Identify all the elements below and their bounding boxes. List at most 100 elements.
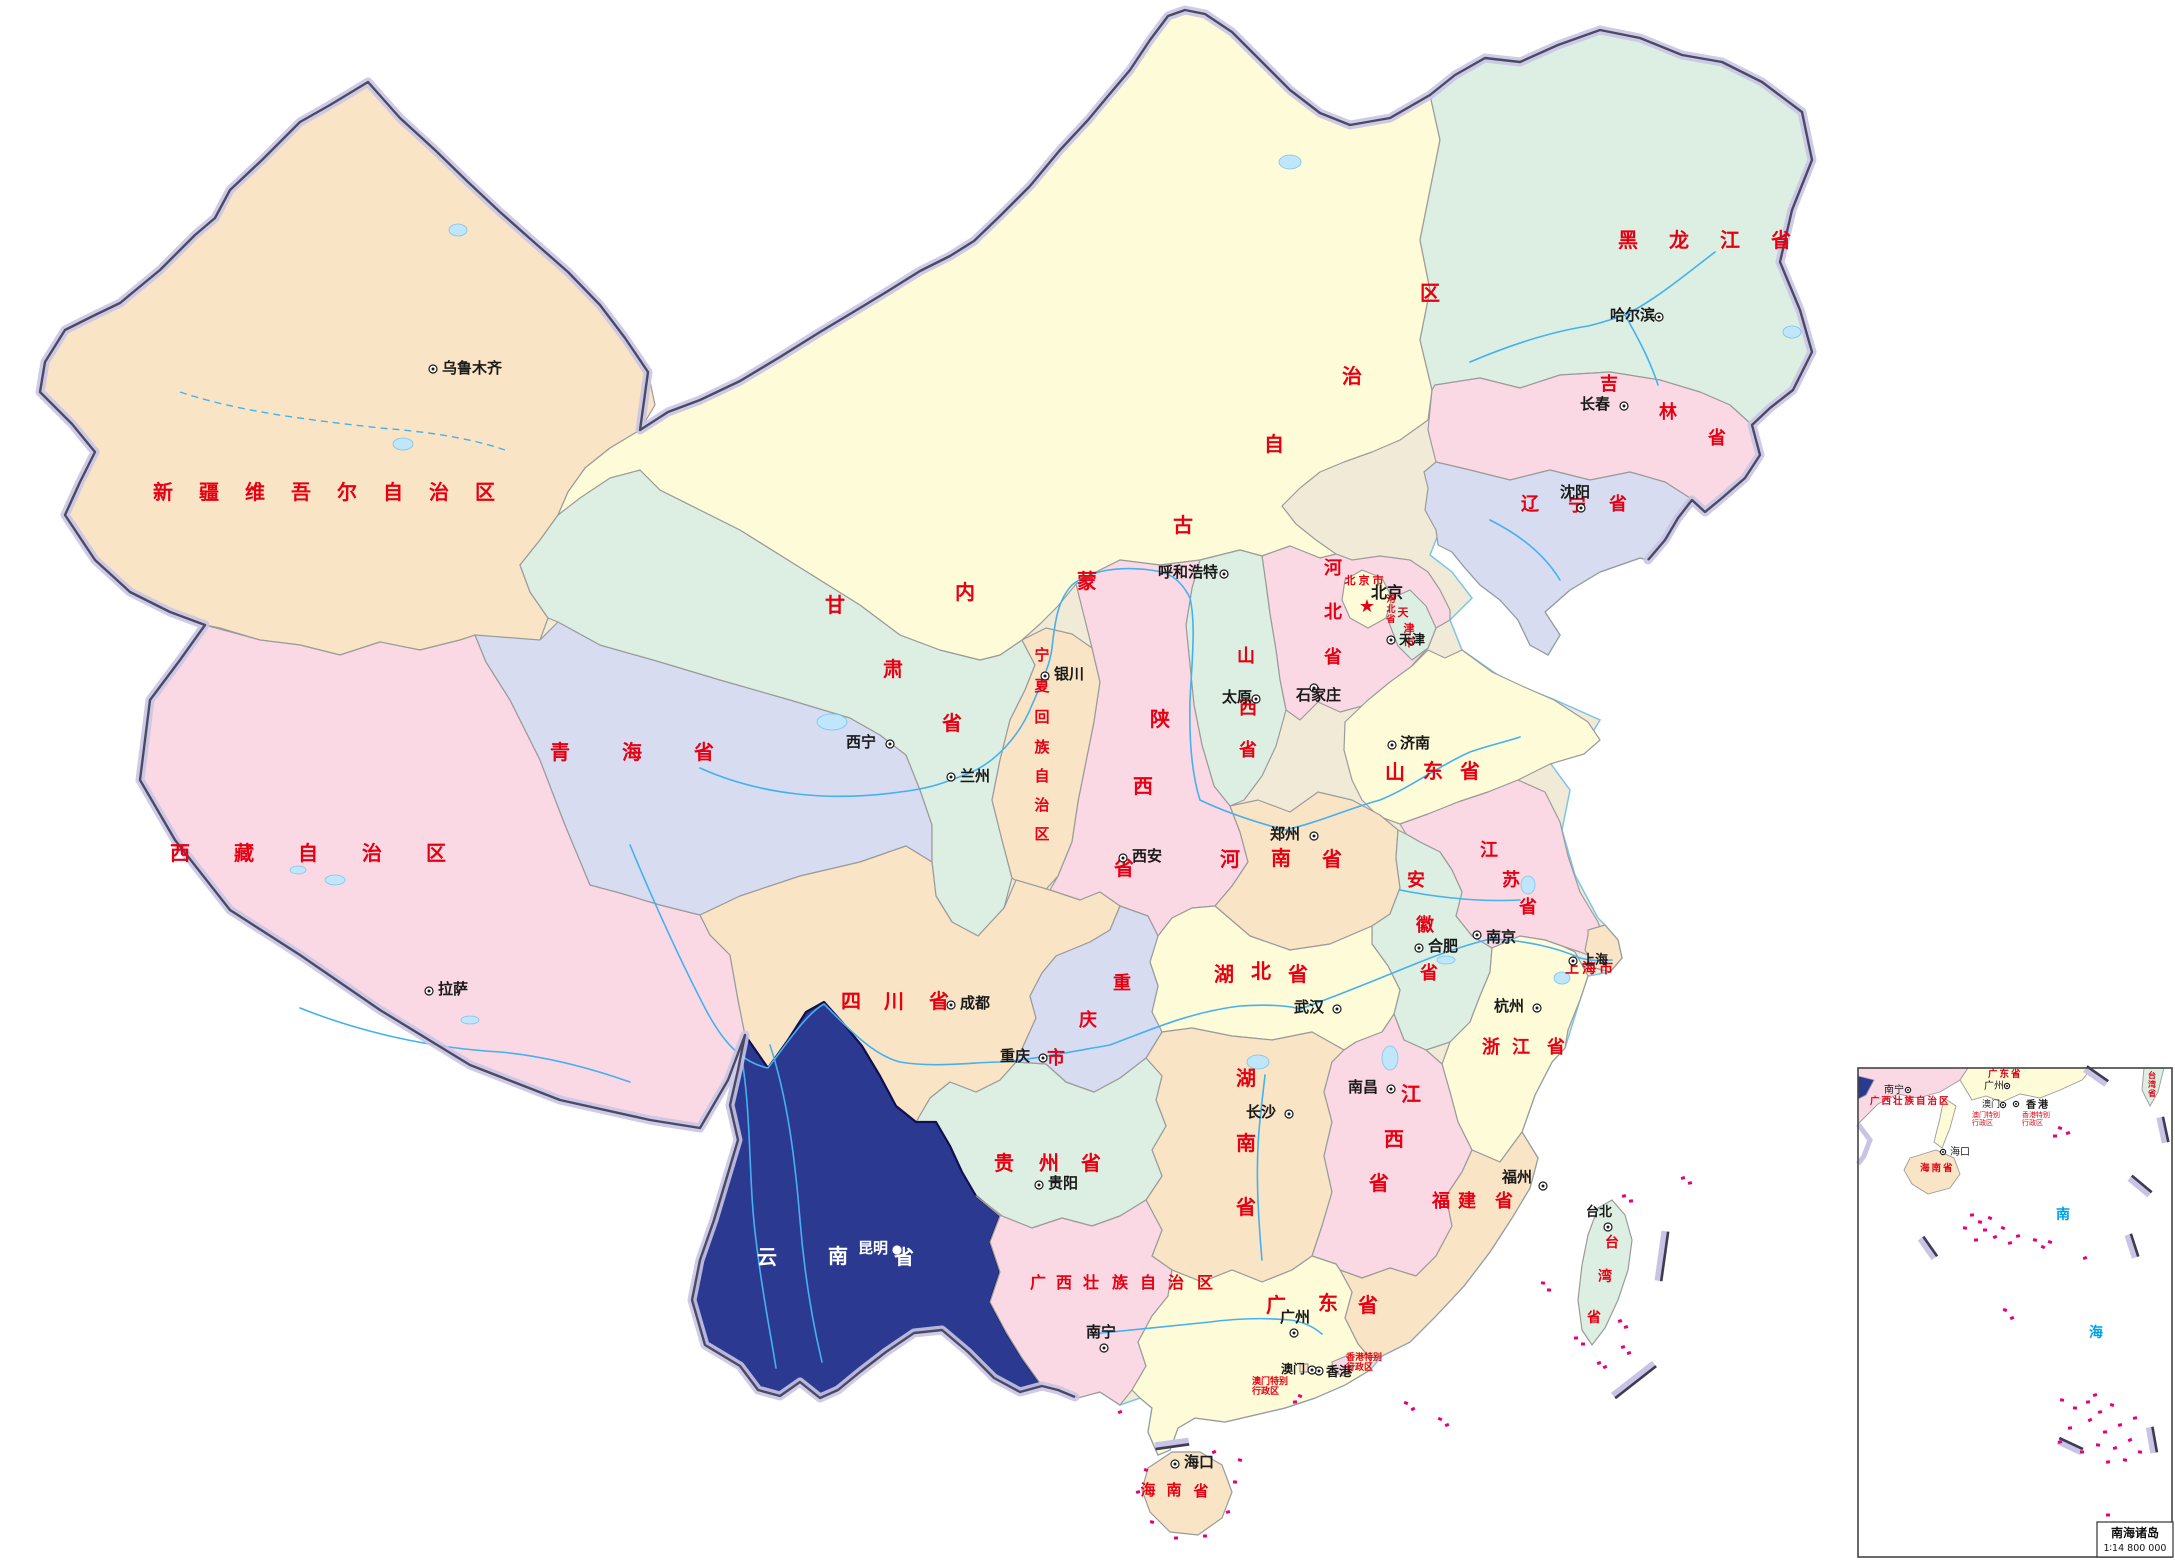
inset-background <box>1858 1068 2172 1557</box>
province-zhejiang[interactable] <box>1441 935 1589 1163</box>
svg-text:陕: 陕 <box>1150 707 1170 731</box>
island-dot <box>1173 1536 1179 1540</box>
svg-text:吾: 吾 <box>291 480 311 504</box>
province-tianjin[interactable] <box>1385 589 1437 661</box>
svg-text:河: 河 <box>1386 593 1395 605</box>
province-label-anhui: 安徽省 <box>1407 869 1438 984</box>
svg-text:湾: 湾 <box>2148 1079 2156 1089</box>
capital-hunan: 长沙 <box>1246 1103 1294 1121</box>
svg-text:海: 海 <box>1140 1481 1155 1499</box>
svg-text:乌鲁木齐: 乌鲁木齐 <box>442 359 503 377</box>
province-chongqing[interactable] <box>1015 905 1163 1093</box>
lake <box>816 713 848 731</box>
svg-text:四: 四 <box>841 989 861 1013</box>
svg-text:北: 北 <box>1324 602 1342 623</box>
svg-text:南: 南 <box>828 1244 848 1268</box>
province-hongkong[interactable] <box>1331 1355 1355 1377</box>
capital-hubei: 武汉 <box>1294 998 1342 1016</box>
capital-guizhou: 贵阳 <box>1034 1174 1078 1192</box>
svg-text:西: 西 <box>1384 1127 1404 1151</box>
svg-text:呼和浩特: 呼和浩特 <box>1158 563 1218 581</box>
svg-text:重庆: 重庆 <box>1000 1047 1030 1065</box>
svg-text:广州: 广州 <box>1280 1308 1310 1326</box>
island-dot <box>2015 1234 2021 1238</box>
inset-label: 香港 <box>2012 1098 2048 1111</box>
capital-marker <box>1332 1004 1342 1014</box>
capital-ningxia: 银川 <box>1040 665 1084 683</box>
capital-marker <box>1314 1366 1324 1376</box>
svg-text:台: 台 <box>2148 1070 2156 1080</box>
province-hainan[interactable] <box>1141 1451 1233 1536</box>
svg-text:澳门: 澳门 <box>1982 1098 2000 1110</box>
river <box>1399 889 1521 902</box>
svg-text:宁: 宁 <box>1034 646 1049 664</box>
capital-heilongjiang: 哈尔滨 <box>1610 306 1664 324</box>
island-dot <box>1987 1215 1993 1221</box>
svg-text:族: 族 <box>1034 738 1050 756</box>
svg-text:海南省: 海南省 <box>1920 1162 1955 1174</box>
province-liaoning[interactable] <box>1423 461 1691 656</box>
island-dot <box>2085 1400 2091 1404</box>
svg-text:辽: 辽 <box>1521 494 1540 515</box>
svg-text:福州: 福州 <box>1501 1168 1532 1186</box>
inset-label: 南宁 <box>1884 1083 1912 1096</box>
svg-text:★: ★ <box>1359 596 1375 617</box>
inset-leizhou <box>1933 1097 1957 1149</box>
svg-text:市: 市 <box>1047 1047 1065 1069</box>
svg-text:京: 京 <box>1359 573 1370 587</box>
province-guangdong[interactable] <box>1131 1255 1371 1456</box>
inset-label: 澳门特别 <box>1972 1110 2000 1119</box>
province-taiwan[interactable] <box>1577 1199 1633 1346</box>
island-dot <box>1403 1400 1409 1406</box>
island-dot <box>1680 1176 1686 1180</box>
capital-macau: 澳门 <box>1281 1361 1317 1376</box>
province-label-shandong: 山东省 <box>1385 759 1480 784</box>
lake <box>448 223 468 237</box>
svg-text:郑州: 郑州 <box>1270 825 1300 843</box>
capital-fujian: 福州 <box>1501 1168 1548 1191</box>
capital-marker <box>1219 569 1229 579</box>
svg-text:香港特别: 香港特别 <box>1345 1351 1382 1363</box>
svg-text:湖: 湖 <box>1236 1066 1256 1090</box>
svg-text:龙: 龙 <box>1669 228 1689 252</box>
svg-text:市: 市 <box>1599 960 1613 977</box>
svg-text:云: 云 <box>757 1245 777 1269</box>
river <box>1091 1317 1323 1335</box>
svg-text:省: 省 <box>1459 759 1480 783</box>
inset-label: 海 <box>2089 1324 2103 1341</box>
province-heilongjiang[interactable] <box>1419 29 1813 426</box>
svg-text:银川: 银川 <box>1054 665 1084 683</box>
svg-text:上: 上 <box>1565 961 1579 977</box>
svg-text:自: 自 <box>1140 1273 1156 1292</box>
capital-taiwan: 台北 <box>1586 1204 1613 1232</box>
svg-text:省: 省 <box>1707 427 1726 449</box>
capital-qinghai: 西宁 <box>846 733 895 751</box>
svg-text:省: 省 <box>1608 493 1627 515</box>
island-dot <box>1232 1480 1238 1484</box>
inset-label: 南 <box>2056 1206 2070 1223</box>
svg-text:自: 自 <box>1034 767 1049 785</box>
svg-text:疆: 疆 <box>199 480 219 504</box>
small-label: 澳门特别 <box>1252 1375 1288 1387</box>
svg-text:省: 省 <box>1235 1195 1256 1219</box>
river <box>769 1044 823 1363</box>
province-label-jiangsu: 江苏省 <box>1480 840 1537 918</box>
boundary-dash-bar <box>1154 1437 1190 1451</box>
island-dot <box>1977 1220 1983 1224</box>
river <box>699 567 1521 831</box>
capital-chongqing: 重庆 <box>1000 1047 1048 1065</box>
svg-text:川: 川 <box>883 989 904 1013</box>
capital-marker <box>946 772 956 782</box>
island-dot <box>2040 1244 2046 1250</box>
island-dot <box>1962 1226 1968 1230</box>
island-dot <box>1297 1393 1303 1399</box>
svg-text:治: 治 <box>1342 364 1362 388</box>
capital-marker <box>946 1000 956 1010</box>
svg-text:行政区: 行政区 <box>1972 1118 1993 1127</box>
province-label-jilin: 吉林省 <box>1600 373 1726 449</box>
lake <box>1246 1054 1270 1070</box>
province-label-hebei: 河北省 <box>1323 558 1342 668</box>
province-label-gansu: 甘肃省 <box>825 593 962 735</box>
river <box>299 1007 631 1083</box>
